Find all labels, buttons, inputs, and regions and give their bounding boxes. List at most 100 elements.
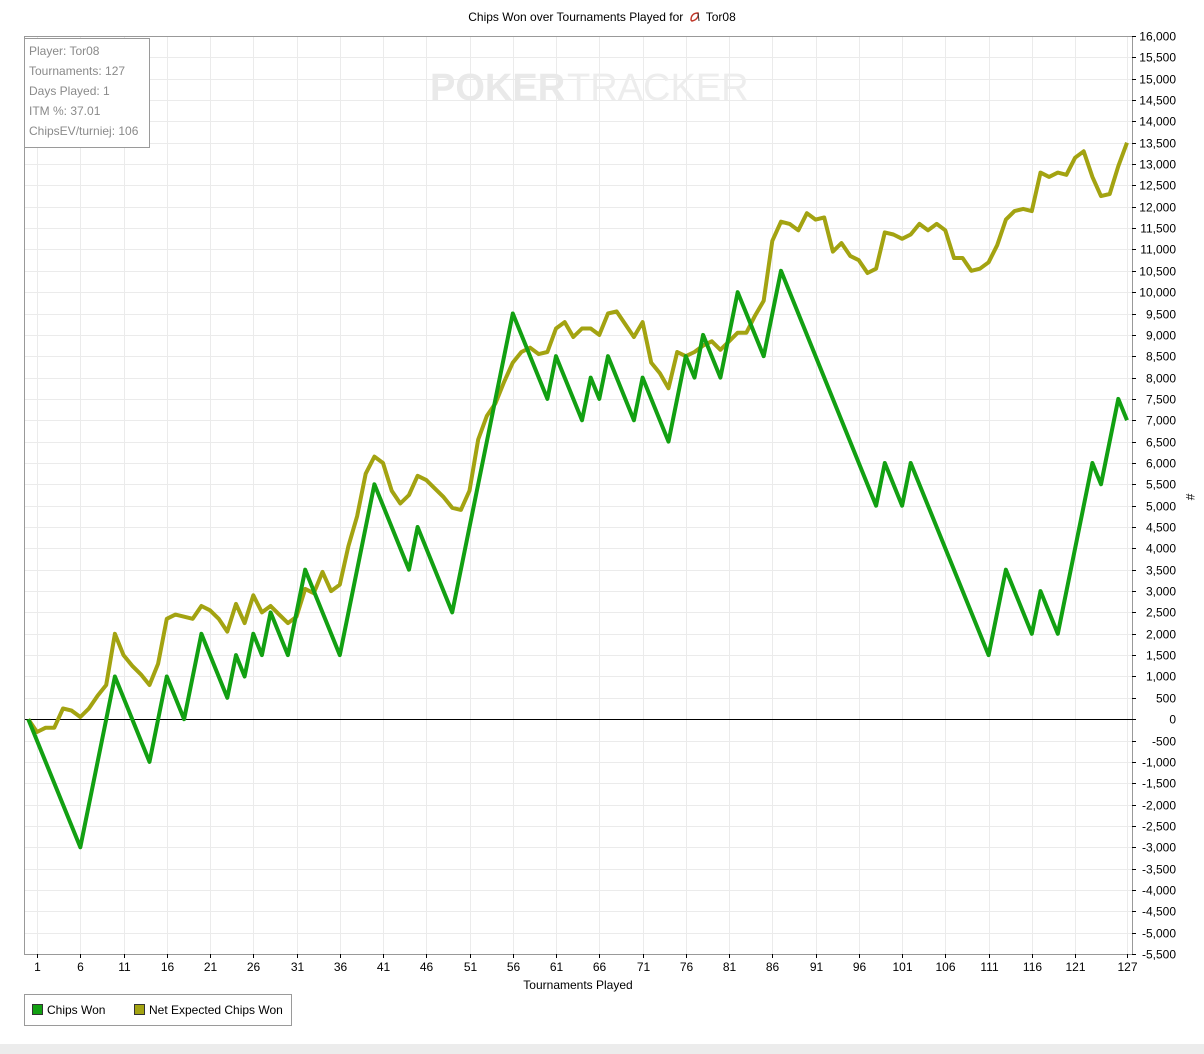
- y-tick-label: 9,000: [1146, 329, 1176, 343]
- y-tick-label: 6,500: [1146, 436, 1176, 450]
- y-tick-label: 12,000: [1139, 201, 1176, 215]
- x-tick-label: 51: [464, 960, 478, 974]
- y-tick-label: -3,500: [1142, 863, 1176, 877]
- x-tick-label: 127: [1117, 960, 1137, 974]
- legend-swatch-net-expected: [134, 1004, 145, 1016]
- series-line-net-expected: [26, 142, 1129, 734]
- plot-border: [24, 36, 1133, 955]
- y-tick-label: 14,500: [1139, 94, 1176, 108]
- y-tick-label: 14,000: [1139, 115, 1176, 129]
- y-tick-label: 6,000: [1146, 457, 1176, 471]
- x-tick-label: 21: [204, 960, 218, 974]
- x-tick-label: 116: [1023, 960, 1042, 974]
- y-tick-label: 4,000: [1146, 542, 1176, 556]
- y-tick-label: -3,000: [1142, 841, 1176, 855]
- watermark-tracker: TRACKER: [567, 67, 749, 109]
- y-tick-label: -4,500: [1142, 905, 1176, 919]
- x-tick-label: 61: [550, 960, 564, 974]
- y-tick-label: 13,000: [1139, 158, 1176, 172]
- x-tick-label: 16: [161, 960, 175, 974]
- x-tick-label: 111: [980, 960, 999, 974]
- x-tick-label: 91: [810, 960, 824, 974]
- x-tick-label: 56: [507, 960, 521, 974]
- x-tick-label: 106: [935, 960, 955, 974]
- y-tick-label: 8,500: [1146, 350, 1176, 364]
- x-tick-label: 66: [593, 960, 607, 974]
- series: [26, 142, 1129, 850]
- y-tick-label: 10,500: [1139, 265, 1176, 279]
- x-tick-label: 1: [34, 960, 41, 974]
- y-tick-label: 5,500: [1146, 478, 1176, 492]
- y-axis-label: #: [1183, 494, 1197, 501]
- y-tick-label: 1,000: [1146, 670, 1176, 684]
- x-tick-label: 71: [637, 960, 651, 974]
- pokertracker-watermark: POKER TRACKER: [430, 67, 749, 109]
- stat-itm: ITM %: 37.01: [29, 104, 101, 118]
- y-tick-label: 3,000: [1146, 585, 1176, 599]
- stat-tournaments: Tournaments: 127: [29, 64, 126, 78]
- x-tick-label: 101: [892, 960, 912, 974]
- stat-chips-ev: ChipsEV/turniej: 106: [29, 124, 139, 138]
- stat-player: Player: Tor08: [29, 44, 100, 58]
- x-tick-label: 36: [334, 960, 348, 974]
- x-tick-label: 11: [118, 960, 131, 974]
- x-axis: 1 6 11 16 21 26 31 36 41 46 51 56 61 66 71 76 81 86 91 96 10…: [34, 954, 1138, 974]
- y-tick-label: -5,500: [1142, 948, 1176, 962]
- legend-item-chips-won[interactable]: Chips Won: [32, 1003, 105, 1017]
- x-tick-label: 6: [77, 960, 84, 974]
- y-tick-label: 0: [1169, 713, 1176, 727]
- x-tick-label: 121: [1065, 960, 1085, 974]
- y-tick-label: 15,500: [1139, 51, 1176, 65]
- y-tick-label: 2,000: [1146, 628, 1176, 642]
- y-tick-label: 10,000: [1139, 286, 1176, 300]
- x-axis-label: Tournaments Played: [523, 978, 632, 992]
- y-tick-label: -2,500: [1142, 820, 1176, 834]
- chart-title-text: Chips Won over Tournaments Played for: [468, 10, 684, 24]
- y-tick-label: -4,000: [1142, 884, 1176, 898]
- status-strip: [0, 1044, 1204, 1054]
- legend: Chips Won Net Expected Chips Won: [24, 994, 292, 1026]
- y-tick-label: 13,500: [1139, 137, 1176, 151]
- y-tick-label: 4,500: [1146, 521, 1176, 535]
- y-tick-label: 9,500: [1146, 308, 1176, 322]
- grid: [25, 36, 1132, 955]
- user-icon: [689, 12, 700, 22]
- stat-days-played: Days Played: 1: [29, 84, 110, 98]
- x-tick-label: 86: [766, 960, 780, 974]
- y-tick-label: -1,000: [1142, 756, 1176, 770]
- x-tick-label: 76: [680, 960, 694, 974]
- chart-title: Chips Won over Tournaments Played for To…: [0, 10, 1204, 25]
- y-tick-label: 500: [1156, 692, 1176, 706]
- series-line-chips-won: [26, 268, 1129, 850]
- y-tick-label: -1,500: [1142, 777, 1176, 791]
- x-tick-label: 41: [377, 960, 391, 974]
- legend-label-chips-won: Chips Won: [47, 1003, 106, 1017]
- y-tick-label: -2,000: [1142, 799, 1176, 813]
- y-tick-label: 8,000: [1146, 372, 1176, 386]
- player-stats-box: Player: Tor08 Tournaments: 127 Days Play…: [24, 38, 150, 148]
- y-tick-label: 1,500: [1146, 649, 1176, 663]
- y-tick-label: -5,000: [1142, 927, 1176, 941]
- legend-item-net-expected[interactable]: Net Expected Chips Won: [134, 1003, 283, 1017]
- y-tick-label: 7,000: [1146, 414, 1176, 428]
- chart-title-player: Tor08: [705, 10, 736, 24]
- y-tick-label: 11,000: [1140, 243, 1176, 257]
- y-tick-label: -500: [1152, 735, 1176, 749]
- legend-swatch-chips-won: [32, 1004, 43, 1016]
- watermark-poker: POKER: [430, 67, 565, 109]
- y-tick-label: 12,500: [1139, 179, 1176, 193]
- x-tick-label: 31: [291, 960, 305, 974]
- x-tick-label: 81: [723, 960, 737, 974]
- y-tick-label: 15,000: [1139, 73, 1176, 87]
- x-tick-label: 96: [853, 960, 867, 974]
- y-tick-label: 5,000: [1146, 500, 1176, 514]
- legend-label-net-expected: Net Expected Chips Won: [149, 1003, 283, 1017]
- y-tick-label: 3,500: [1146, 564, 1176, 578]
- x-tick-label: 26: [247, 960, 261, 974]
- y-tick-label: 2,500: [1146, 606, 1176, 620]
- y-tick-label: 16,000: [1139, 30, 1176, 44]
- y-axis: -5,500 -5,000 -4,500 -4,000 -3,500 -3,000 -2,5…: [1132, 30, 1176, 962]
- x-tick-label: 46: [420, 960, 434, 974]
- y-tick-label: 7,500: [1146, 393, 1176, 407]
